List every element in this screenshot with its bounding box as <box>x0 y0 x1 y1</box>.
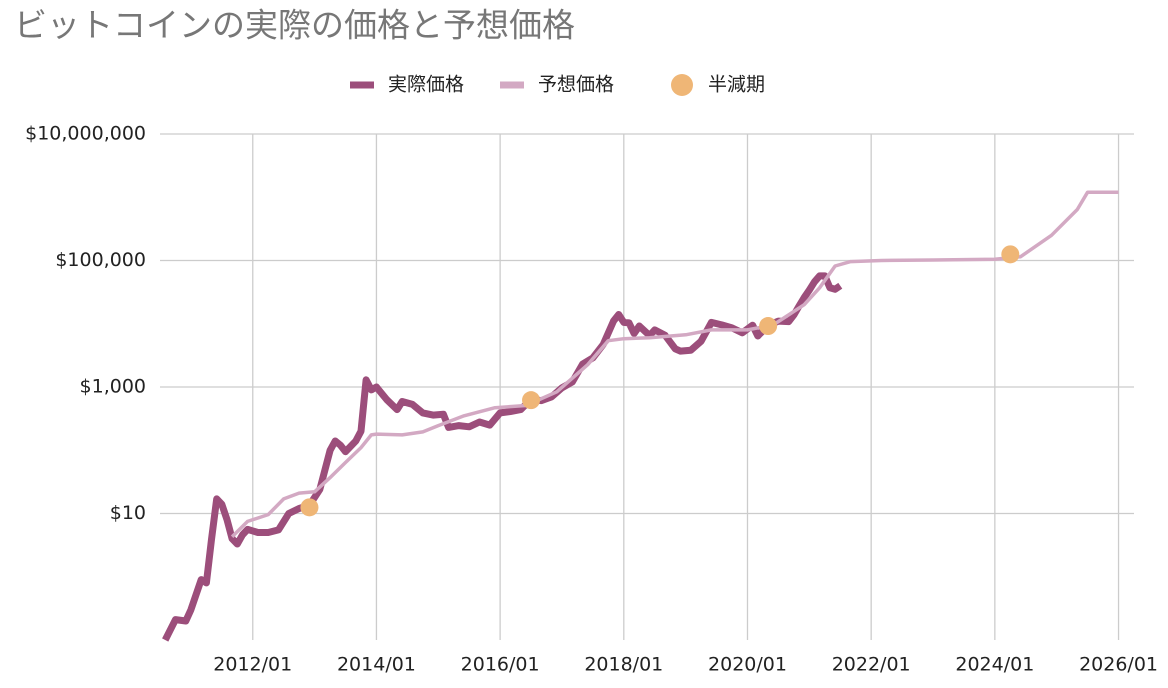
y-tick-label: $10,000,000 <box>25 123 146 145</box>
series-line <box>230 190 1119 538</box>
series-line <box>162 272 843 642</box>
x-tick-label: 2016/01 <box>461 654 540 676</box>
x-tick-label: 2012/01 <box>213 654 292 676</box>
legend-label: 半減期 <box>708 74 765 96</box>
halving-point <box>522 391 541 410</box>
x-tick-label: 2018/01 <box>584 654 663 676</box>
x-tick-label: 2024/01 <box>955 654 1034 676</box>
x-tick-label: 2026/01 <box>1079 654 1158 676</box>
legend-symbol <box>671 74 693 96</box>
chart-title: ビットコインの実際の価格と予想価格 <box>14 6 575 45</box>
halving-point <box>759 317 778 336</box>
legend-label: 実際価格 <box>388 74 464 96</box>
y-tick-label: $1,000 <box>80 376 146 398</box>
x-tick-label: 2020/01 <box>708 654 787 676</box>
halving-point <box>1001 245 1020 264</box>
halving-point <box>300 498 319 517</box>
legend-label: 予想価格 <box>538 74 614 96</box>
y-tick-label: $10 <box>110 502 146 524</box>
x-tick-label: 2014/01 <box>337 654 416 676</box>
x-tick-label: 2022/01 <box>832 654 911 676</box>
y-tick-label: $100,000 <box>55 249 146 271</box>
